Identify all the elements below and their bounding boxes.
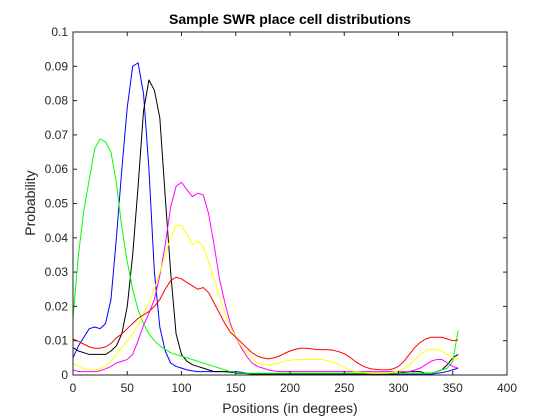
series-line-2 xyxy=(72,79,459,375)
series-line-3 xyxy=(72,138,459,374)
x-axis-title: Positions (in degrees) xyxy=(222,400,357,416)
x-tick-label: 250 xyxy=(334,381,354,395)
axes xyxy=(72,31,508,376)
y-tick-label: 0.03 xyxy=(45,265,69,279)
x-tick-label: 0 xyxy=(70,381,77,395)
y-tick-label: 0.04 xyxy=(45,231,69,245)
chart-title: Sample SWR place cell distributions xyxy=(169,11,411,27)
plot-box xyxy=(72,31,508,376)
y-tick-label: 0.05 xyxy=(45,197,69,211)
series-line-5 xyxy=(72,224,459,374)
x-tick-label: 50 xyxy=(121,381,135,395)
y-ticks: 0 0.01 0.02 0.03 0.04 0.05 0.06 0.07 0.08 0.09 0.1 xyxy=(45,25,507,382)
y-tick-label: 0.1 xyxy=(51,25,68,39)
x-tick-label: 150 xyxy=(226,381,246,395)
y-tick-label: 0.06 xyxy=(45,162,69,176)
y-tick-label: 0.01 xyxy=(45,334,69,348)
x-tick-label: 200 xyxy=(280,381,300,395)
x-tick-label: 300 xyxy=(388,381,408,395)
x-tick-label: 100 xyxy=(171,381,191,395)
y-axis-title: Probability xyxy=(22,170,38,235)
series-line-6 xyxy=(72,276,459,371)
x-tick-label: 400 xyxy=(497,381,517,395)
y-tick-label: 0.02 xyxy=(45,299,69,313)
y-tick-label: 0 xyxy=(61,368,68,382)
series-layer xyxy=(72,62,459,375)
y-tick-label: 0.09 xyxy=(45,59,69,73)
x-ticks: 0 50 100 150 200 250 300 350 400 xyxy=(70,32,517,395)
y-tick-label: 0.07 xyxy=(45,128,69,142)
x-tick-label: 350 xyxy=(443,381,463,395)
series-line-1 xyxy=(72,62,459,375)
y-tick-label: 0.08 xyxy=(45,94,69,108)
